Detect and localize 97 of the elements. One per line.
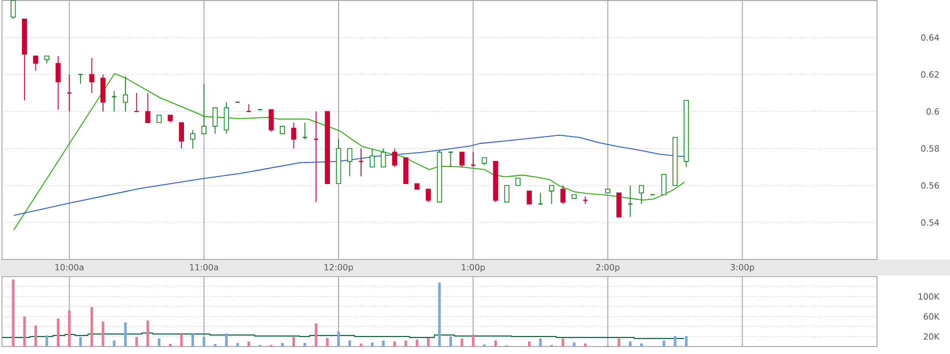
bar [281,342,284,346]
bar [112,340,116,346]
bar [292,336,296,346]
candlestick [10,0,16,20]
bar [370,342,374,346]
y-tick-label: 0.64 [921,34,939,41]
candlestick [661,174,666,195]
candlestick [33,55,38,72]
candlestick [224,102,229,134]
candlestick [638,184,644,204]
bar [348,340,352,346]
candlestick [347,148,352,177]
bar [584,343,587,346]
bar [393,341,396,346]
candlestick [291,122,296,149]
bar [427,338,430,346]
candlestick [380,148,386,168]
bar [404,340,408,346]
candlestick [392,148,398,168]
bar [449,336,452,346]
y-tick-label: 0.62 [921,71,939,78]
candlestick [56,55,61,110]
y-tick-label: 60K [924,313,940,320]
bar [146,320,150,346]
candlestick [268,109,274,132]
bar [34,325,37,346]
candlestick [145,92,150,123]
bar [12,279,14,346]
line-series [13,134,685,216]
bar [460,338,464,346]
candlestick [111,90,117,112]
bar [236,342,239,346]
y-tick-label: 100K [918,293,940,300]
x-tick-label: 2:00p [596,264,620,272]
candlestick [178,122,184,149]
candlestick [459,152,465,168]
bar [539,338,542,346]
candlestick [190,129,196,149]
bar [326,338,329,346]
candlestick [426,188,431,202]
y-tick-label: 20K [924,333,940,340]
candlestick [370,148,375,168]
bar [56,318,60,346]
bar [640,343,643,346]
bar [23,316,26,346]
candlestick [122,76,128,112]
bar [214,344,216,346]
x-tick-label: 1:00p [462,264,485,272]
bar [124,322,127,346]
bar [135,336,138,346]
x-tick-label: 3:00p [730,264,754,272]
bar [202,336,206,346]
bar [191,334,194,346]
bar [158,338,160,346]
bar [314,323,318,346]
bar [247,341,250,346]
y-tick-label: 0.54 [921,219,939,226]
bar [46,335,48,346]
y-tick-label: 0.58 [921,145,939,152]
bar [90,306,94,346]
bar [382,340,385,346]
y-tick-label: 0.56 [921,182,939,189]
candlestick [313,110,319,202]
candlestick [89,57,94,94]
bar [68,310,71,346]
candlestick [212,107,218,134]
bar [674,336,676,346]
candlestick [448,151,454,168]
bar [79,336,82,346]
candlestick [560,184,566,204]
bar [572,342,576,346]
bar [225,333,228,346]
x-tick-label: 11:00a [190,264,218,270]
bar [494,340,497,346]
bar [438,282,441,346]
x-tick-label: 12:00p [324,264,353,272]
bar [102,321,104,346]
bar [684,336,688,346]
candlestick [526,190,532,204]
bar [304,342,306,346]
bar [337,331,340,346]
bar [168,344,172,346]
candlestick [504,184,510,202]
candlestick [549,184,554,204]
line-series [13,72,685,230]
bar [360,343,362,346]
bar [662,340,666,346]
bar [416,339,418,346]
bar [180,334,183,346]
bar [528,341,531,346]
bar [472,334,474,346]
x-tick-label: 10:00a [55,264,84,270]
candlestick [201,83,206,134]
bar [562,338,564,346]
bar [628,341,632,346]
y-tick-label: 0.6 [926,108,939,115]
bar [618,338,620,346]
